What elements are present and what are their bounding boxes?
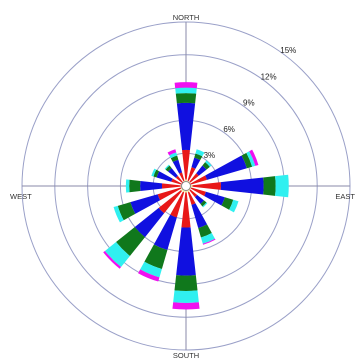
wedge-e-band-5 (275, 174, 289, 198)
wedge-nw-band-4 (165, 165, 172, 172)
wedge-wnw-band-3 (156, 171, 173, 182)
wedge-nnw-band-4 (170, 155, 179, 163)
ring-labels: 3% 6% 9% 12% 15% (204, 46, 297, 160)
wedge-ssw-band-4 (144, 244, 168, 269)
wedge-sw-band-4 (116, 227, 145, 256)
wedge-ene-band-5 (246, 151, 256, 167)
wedge-wsw-band-2 (157, 187, 182, 201)
west-label: WEST (10, 192, 32, 201)
wedge-nnw-band-3 (172, 159, 183, 174)
wedge-sse-band-5 (200, 232, 215, 244)
wedge-s-band-3 (176, 227, 196, 276)
wedge-e-band-2 (192, 182, 221, 190)
wedge-s-band-6 (172, 302, 200, 310)
wedge-ne-band-4 (202, 162, 210, 170)
wedge-sw-band-2 (158, 190, 182, 214)
wedge-wsw-band-4 (117, 202, 136, 221)
wedge-ene-band-6 (249, 149, 259, 166)
wedge-w-band-5 (125, 179, 130, 193)
wedge-wnw-band-5 (151, 168, 157, 177)
wedge-wsw-band-5 (113, 205, 124, 223)
wedge-n-band-4 (175, 93, 197, 104)
wedge-w-band-4 (129, 179, 141, 193)
wedge-ssw-band-2 (170, 191, 185, 218)
wedge-ssw-band-5 (140, 261, 162, 278)
wedge-ese-band-5 (229, 199, 239, 213)
ring-label-3: 3% (204, 151, 216, 160)
wedge-nw-band-3 (168, 168, 178, 178)
wedge-s-band-5 (173, 290, 199, 303)
wedge-nne-band-4 (194, 153, 203, 161)
wedge-nnw-band-2 (179, 172, 185, 182)
wedge-sse-band-2 (187, 191, 196, 205)
wedge-sse-band-4 (198, 224, 212, 238)
wedge-se-band-2 (189, 189, 198, 198)
wedge-w-band-3 (140, 180, 163, 192)
south-label: SOUTH (173, 351, 199, 360)
wedge-ne-band-2 (189, 173, 199, 183)
wedge-se-band-3 (194, 194, 204, 204)
wedge-nnw-band-6 (167, 149, 177, 156)
wedge-se-band-4 (200, 200, 207, 207)
wedge-wnw-band-2 (171, 178, 183, 185)
ring-label-6: 6% (223, 125, 235, 134)
wedge-n-band-2 (182, 149, 190, 180)
wedge-sse-band-3 (191, 203, 208, 228)
wedge-nw-band-2 (175, 175, 184, 184)
wedge-ese-band-2 (190, 187, 206, 197)
direction-wedges (103, 82, 289, 310)
wedge-sse-band-6 (202, 238, 216, 245)
wedge-wnw-band-4 (153, 169, 160, 178)
wedge-sw-band-6 (103, 250, 122, 269)
wedge-sw-band-5 (104, 242, 130, 268)
wedge-s-band-2 (181, 192, 191, 228)
wedge-nnw-band-5 (169, 152, 178, 159)
wedge-ssw-band-3 (153, 214, 177, 251)
wedge-ne-band-3 (196, 165, 207, 176)
ring-label-15: 15% (280, 46, 296, 55)
wedge-w-band-2 (161, 183, 181, 189)
wedge-ese-band-3 (204, 191, 225, 206)
east-label: EAST (335, 192, 355, 201)
wedge-ne-band-5 (205, 160, 212, 167)
wedge-ssw-band-6 (138, 269, 160, 282)
wedge-se-band-5 (202, 202, 208, 208)
wedge-sw-band-3 (134, 207, 165, 238)
wedge-e-band-3 (220, 177, 264, 195)
wedge-ese-band-4 (221, 197, 234, 210)
wedge-ene-band-3 (205, 155, 247, 180)
ring-label-12: 12% (261, 72, 277, 81)
wedge-ene-band-2 (189, 175, 207, 185)
ring-label-9: 9% (243, 99, 255, 108)
wedge-e-band-4 (263, 176, 276, 196)
wedge-nne-band-5 (195, 149, 205, 157)
wedge-nw-band-5 (164, 164, 170, 170)
wedge-nne-band-3 (191, 157, 201, 169)
wedge-nne-band-2 (187, 167, 196, 182)
wedge-n-band-6 (174, 82, 198, 89)
north-label: NORTH (173, 13, 200, 22)
wedge-n-band-3 (176, 102, 196, 151)
wedge-wsw-band-3 (130, 194, 161, 214)
center-calm-circle (181, 181, 191, 191)
wedge-ene-band-4 (241, 152, 253, 169)
wedge-n-band-5 (175, 87, 197, 94)
wedge-s-band-4 (174, 275, 198, 291)
